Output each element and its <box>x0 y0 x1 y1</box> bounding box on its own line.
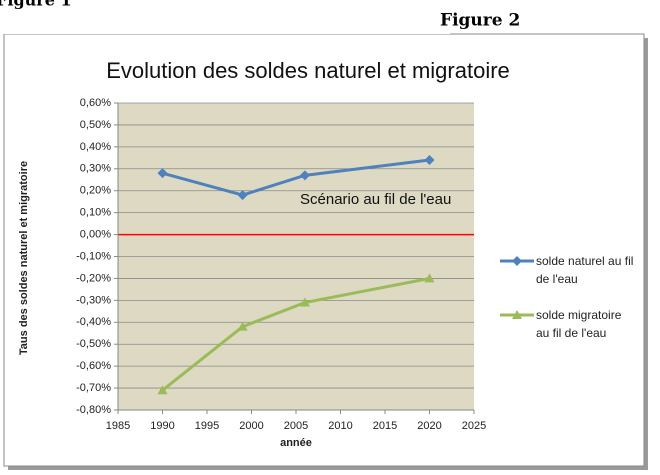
chart-title: Evolution des soldes naturel et migratoi… <box>106 58 510 83</box>
frame-gap <box>0 28 450 34</box>
x-tick-label: 2020 <box>417 420 441 432</box>
marker <box>299 297 310 307</box>
marker <box>157 168 168 179</box>
x-tick-label: 1985 <box>106 420 130 432</box>
y-tick-label: -0,10% <box>76 250 111 262</box>
y-tick-label: -0,80% <box>76 404 111 416</box>
y-tick-label: 0,40% <box>80 141 111 153</box>
legend-swatch <box>500 256 534 266</box>
y-tick-label: -0,20% <box>76 272 111 284</box>
marker <box>157 385 168 395</box>
annotation: Scénario au fil de l'eau <box>300 191 451 208</box>
series-line <box>162 158 430 197</box>
legend-item: solde migratoire au fil de l'eau <box>500 306 640 342</box>
legend-label: solde migratoire au fil de l'eau <box>536 308 622 340</box>
y-tick-label: 0,60% <box>80 97 111 109</box>
y-tick-label: -0,40% <box>76 316 111 328</box>
marker <box>237 321 248 331</box>
y-tick-label: 0,50% <box>80 119 111 131</box>
legend-label: solde naturel au fil de l'eau <box>536 254 634 286</box>
legend-marker <box>512 256 522 266</box>
x-tick-label: 2005 <box>284 420 308 432</box>
y-tick-label: -0,60% <box>76 360 111 372</box>
y-axis-title: Taus des soldes naturel et migratoire <box>18 161 30 355</box>
series-line <box>161 276 430 392</box>
figure-label: Figure 1 <box>0 0 72 10</box>
y-tick-label: -0,70% <box>76 382 111 394</box>
x-tick-label: 2010 <box>328 420 352 432</box>
legend-swatch <box>500 310 534 319</box>
figure-label: Figure 2 <box>440 11 520 31</box>
marker <box>424 155 435 166</box>
y-tick-label: 0,10% <box>80 207 111 219</box>
marker <box>424 273 435 283</box>
x-tick-label: 2000 <box>239 420 263 432</box>
x-tick-label: 2025 <box>462 420 486 432</box>
marker <box>299 170 310 181</box>
legend-item: solde naturel au fil de l'eau <box>500 252 640 288</box>
x-tick-label: 1990 <box>150 420 174 432</box>
x-tick-label: 2015 <box>373 420 397 432</box>
y-tick-label: 0,20% <box>80 185 111 197</box>
marker <box>237 190 248 201</box>
legend-marker <box>512 310 522 319</box>
y-tick-label: -0,50% <box>76 338 111 350</box>
y-tick-label: -0,30% <box>76 294 111 306</box>
y-tick-label: 0,00% <box>80 228 111 240</box>
x-tick-label: 1995 <box>195 420 219 432</box>
x-axis-title: année <box>280 437 312 449</box>
y-tick-label: 0,30% <box>80 163 111 175</box>
